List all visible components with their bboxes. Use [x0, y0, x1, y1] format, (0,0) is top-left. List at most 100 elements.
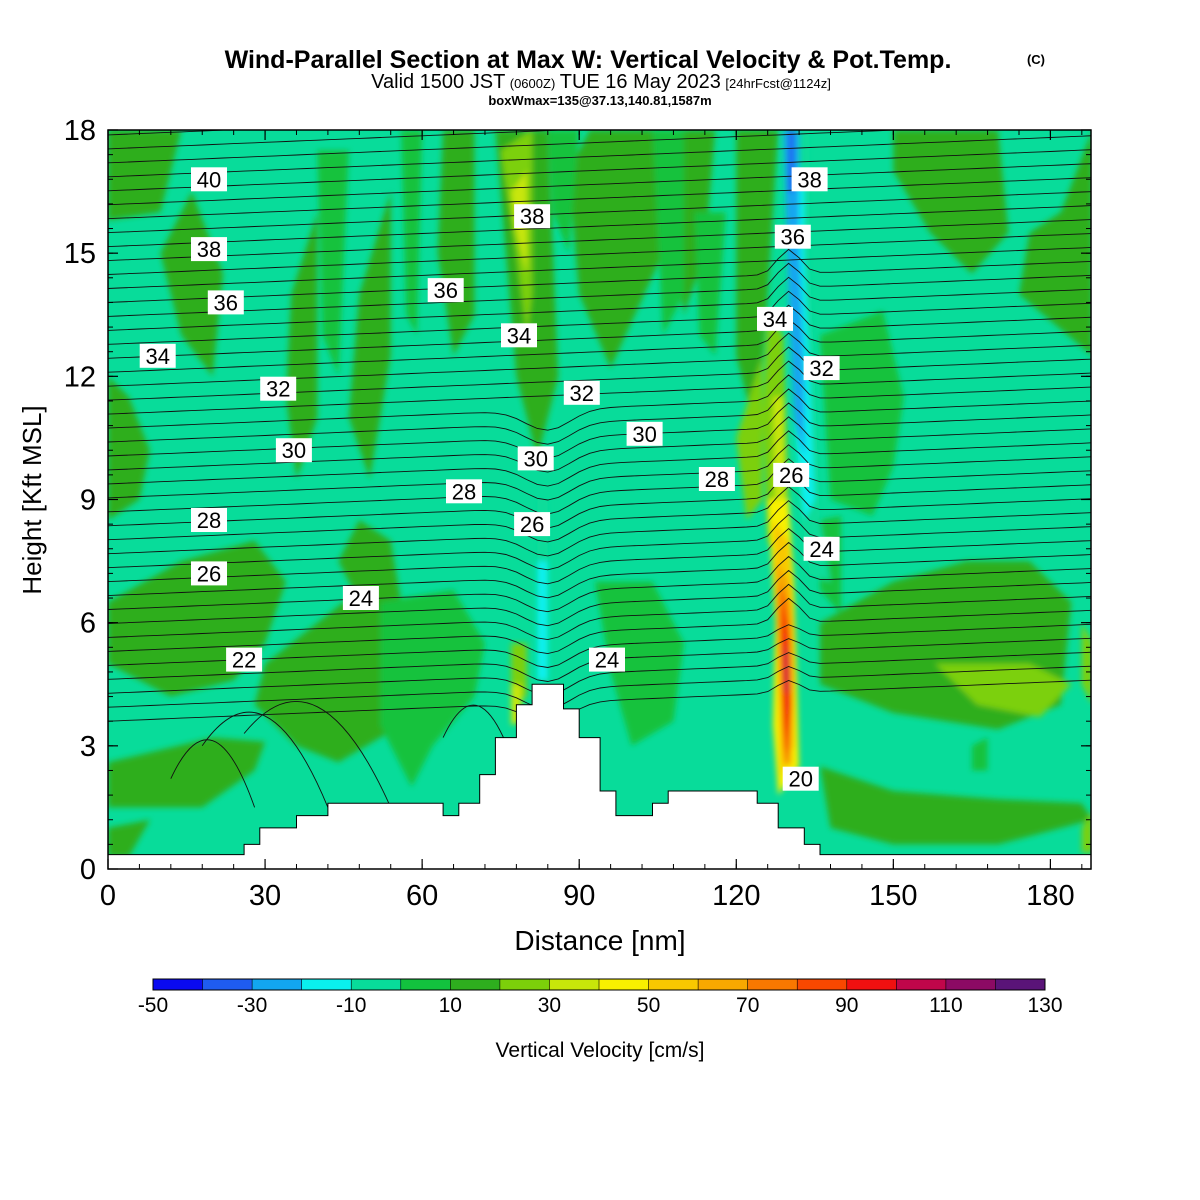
- colorbar-swatch-0: [153, 979, 203, 990]
- colorbar-tick-label-1: -30: [237, 994, 267, 1017]
- isentrope-4: [108, 623, 1091, 668]
- isentrope-1: [108, 665, 1091, 710]
- colorbar-swatch-12: [747, 979, 798, 990]
- theta-label-box-5: [275, 438, 312, 463]
- isentrope-31: [108, 247, 1091, 289]
- isentrope-2: [108, 651, 1091, 696]
- isentrope-37: [108, 163, 1091, 206]
- velocity-region-5: [108, 737, 266, 808]
- isentrope-9: [108, 541, 1091, 599]
- colorbar-swatch-8: [549, 979, 600, 990]
- velocity-region-7: [338, 520, 402, 603]
- isentrope-22: [108, 360, 1091, 415]
- isentrope-36: [108, 177, 1091, 220]
- colorbar-tick-label-3: 10: [439, 994, 462, 1017]
- theta-label-box-0: [191, 167, 227, 192]
- theta-label-12: 34: [507, 323, 531, 348]
- theta-label-18: 26: [520, 512, 544, 537]
- theta-label-23: 32: [809, 356, 833, 381]
- theta-label-box-26: [782, 766, 819, 791]
- theta-label-box-22: [757, 306, 793, 331]
- x-axis: 0 30 60 90 120 150 180: [100, 130, 1083, 912]
- isentrope-19: [108, 402, 1091, 459]
- isentrope-41: [108, 130, 572, 150]
- isentrope-40: [108, 130, 907, 164]
- velocity-region-40: [783, 130, 805, 459]
- theta-label-box-16: [446, 479, 482, 504]
- velocity-region-24: [736, 355, 763, 520]
- isentrope-21: [108, 374, 1091, 431]
- theta-label-box-8: [342, 586, 379, 610]
- isentrope-30: [108, 248, 1091, 303]
- valid-date: TUE 16 May 2023: [560, 71, 721, 93]
- isentrope-17: [108, 430, 1091, 487]
- isentrope-25: [108, 318, 1091, 373]
- isentrope-16: [108, 444, 1091, 501]
- boxwmax-info: boxWmax=135@37.13,140.81,1587m: [488, 93, 711, 108]
- isentrope-28: [108, 276, 1091, 331]
- y-tick-label-6: 18: [64, 115, 96, 147]
- velocity-region-35: [820, 310, 904, 516]
- velocity-region-16: [1019, 133, 1091, 355]
- x-axis-label: Distance [nm]: [514, 925, 685, 956]
- theta-label-21: 36: [781, 225, 805, 250]
- colorbar-swatch-1: [202, 979, 253, 990]
- velocity-region-28: [401, 130, 423, 336]
- isentrope-13: [108, 486, 1091, 543]
- velocity-region-0: [108, 376, 150, 520]
- vertical-velocity-field: [108, 130, 1091, 857]
- x-tick-label-1: 30: [249, 880, 281, 912]
- theta-label-box-13: [563, 380, 600, 405]
- x-tick-label-3: 90: [563, 880, 595, 912]
- velocity-region-27: [317, 150, 349, 377]
- y-axis-label: Height [Kft MSL]: [17, 405, 47, 594]
- theta-label-13: 32: [570, 381, 594, 406]
- colorbar-swatch-7: [499, 979, 550, 990]
- theta-label-24: 26: [779, 463, 803, 488]
- theta-label-box-21: [774, 224, 811, 249]
- theta-label-box-2: [207, 290, 244, 315]
- isentrope-0: [108, 679, 1091, 724]
- velocity-region-29: [547, 130, 580, 254]
- velocity-region-14: [736, 130, 779, 438]
- theta-label-10: 38: [520, 204, 544, 229]
- velocity-region-8: [286, 212, 318, 479]
- valid-utc: (0600Z): [510, 76, 556, 91]
- title-mark: (C): [1027, 52, 1045, 67]
- isentrope-dome-0: [201, 711, 329, 808]
- terrain-mask: [108, 683, 1091, 869]
- isentrope-35: [108, 191, 1091, 234]
- theta-label-26: 20: [788, 767, 812, 792]
- theta-label-11: 36: [433, 278, 457, 303]
- plot-area: 40 38 36 34 32 30 28 26 24 22 38 36 34 32 30 30 28 28 26 24…: [108, 130, 1091, 869]
- colorbar-tick-label-0: -50: [138, 994, 168, 1017]
- theta-label-box-11: [427, 278, 464, 303]
- isentrope-34: [108, 205, 1091, 248]
- theta-label-box-4: [260, 376, 297, 401]
- theta-label-box-20: [791, 167, 828, 192]
- isentrope-dome-2: [170, 739, 256, 808]
- colorbar-swatch-17: [995, 979, 1046, 990]
- theta-label-14: 30: [632, 422, 656, 447]
- colorbar-tick-label-7: 90: [835, 994, 858, 1017]
- velocity-region-42: [537, 561, 548, 681]
- isentrope-20: [108, 388, 1091, 445]
- colorbar-tick-label-2: -10: [336, 994, 366, 1017]
- theta-label-box-6: [191, 508, 227, 532]
- colorbar-swatch-4: [351, 979, 402, 990]
- isentrope-6: [108, 583, 1091, 641]
- colorbar-tick-label-9: 130: [1027, 994, 1062, 1017]
- isentrope-8: [108, 555, 1091, 613]
- colorbar-tick-label-6: 70: [736, 994, 759, 1017]
- theta-label-box-3: [139, 343, 176, 368]
- theta-label-box-7: [191, 561, 227, 586]
- velocity-region-20: [1081, 813, 1091, 853]
- x-tick-label-4: 120: [712, 880, 760, 912]
- theta-label-box-12: [501, 323, 537, 348]
- isentrope-dome-1: [243, 701, 392, 808]
- theta-label-22: 34: [763, 307, 787, 332]
- chart-title: Wind-Parallel Section at Max W: Vertical…: [225, 46, 952, 74]
- colorbar-label: Vertical Velocity [cm/s]: [496, 1039, 705, 1062]
- theta-label-box-9: [226, 647, 263, 672]
